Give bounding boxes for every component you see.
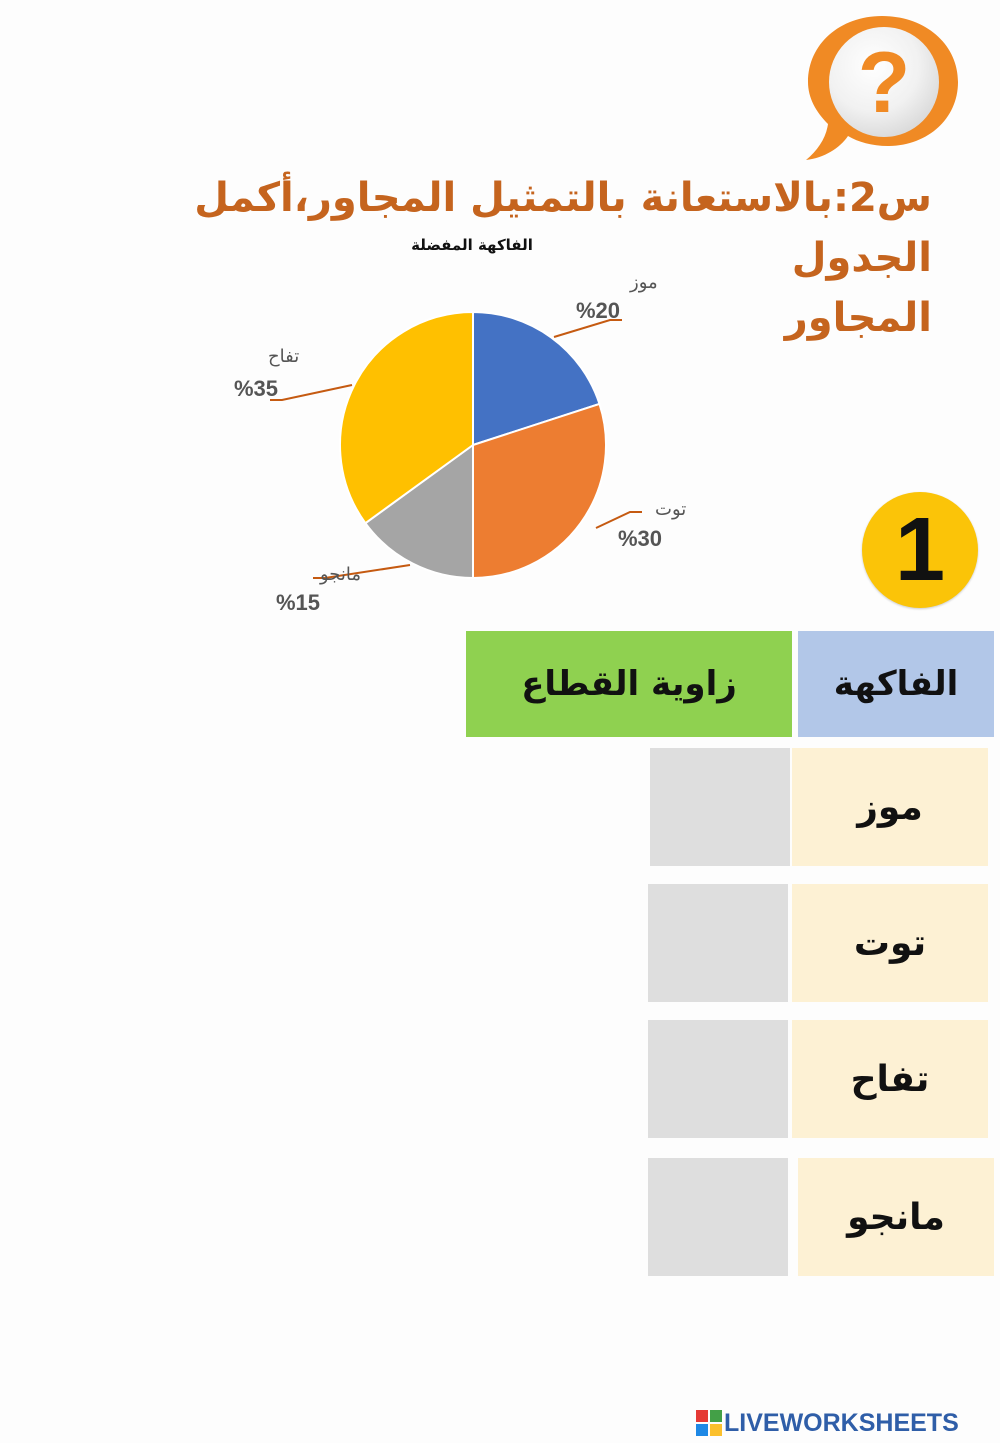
answer-input-berry[interactable]	[648, 884, 788, 1002]
answer-input-mango[interactable]	[648, 1158, 788, 1276]
answer-input-apple[interactable]	[648, 1020, 788, 1138]
header-fruit: الفاكهة	[798, 631, 994, 737]
question-text: س2:بالاستعانة بالتمثيل المجاور،أكمل الجد…	[132, 168, 932, 348]
question-number-badge: 1	[862, 492, 978, 608]
slice-value-label-1: %30	[618, 526, 662, 551]
leader-line-2	[313, 564, 411, 579]
fruit-cell-apple: تفاح	[792, 1020, 988, 1138]
liveworksheets-logo-icon	[696, 1410, 722, 1436]
pie-slice-0	[472, 310, 601, 447]
leader-line-1	[595, 511, 642, 529]
question-line-1: س2:بالاستعانة بالتمثيل المجاور،أكمل الجد…	[194, 175, 932, 281]
fruit-cell-banana: موز	[792, 748, 988, 866]
pie-chart: موز %20 توت %30 مانجو %15 تفاح %35	[234, 272, 686, 615]
slice-value-label-0: %20	[576, 298, 620, 323]
slice-value-label-3: %35	[234, 376, 278, 401]
fruit-cell-mango: مانجو	[798, 1158, 994, 1276]
brand-text: LIVEWORKSHEETS	[724, 1408, 959, 1437]
header-sector-angle: زاوية القطاع	[466, 631, 792, 737]
pie-slice-3	[339, 310, 474, 525]
pie-slice-2	[364, 443, 474, 580]
leader-line-0	[553, 319, 622, 338]
pie-slice-1	[472, 402, 607, 580]
question-line-2: المجاور	[784, 295, 932, 341]
slice-category-label-2: مانجو	[319, 564, 361, 585]
svg-text:?: ?	[858, 35, 911, 131]
question-bubble-icon: ?	[806, 16, 958, 160]
slice-category-label-1: توت	[655, 499, 686, 520]
fruit-cell-berry: توت	[792, 884, 988, 1002]
slice-category-label-0: موز	[629, 272, 658, 293]
slice-category-label-3: تفاح	[268, 346, 299, 367]
chart-title: الفاكهة المفضلة	[411, 236, 533, 254]
liveworksheets-brand: LIVEWORKSHEETS	[696, 1409, 959, 1437]
leader-line-3	[270, 384, 353, 401]
answer-input-banana[interactable]	[650, 748, 790, 866]
slice-value-label-2: %15	[276, 590, 320, 615]
